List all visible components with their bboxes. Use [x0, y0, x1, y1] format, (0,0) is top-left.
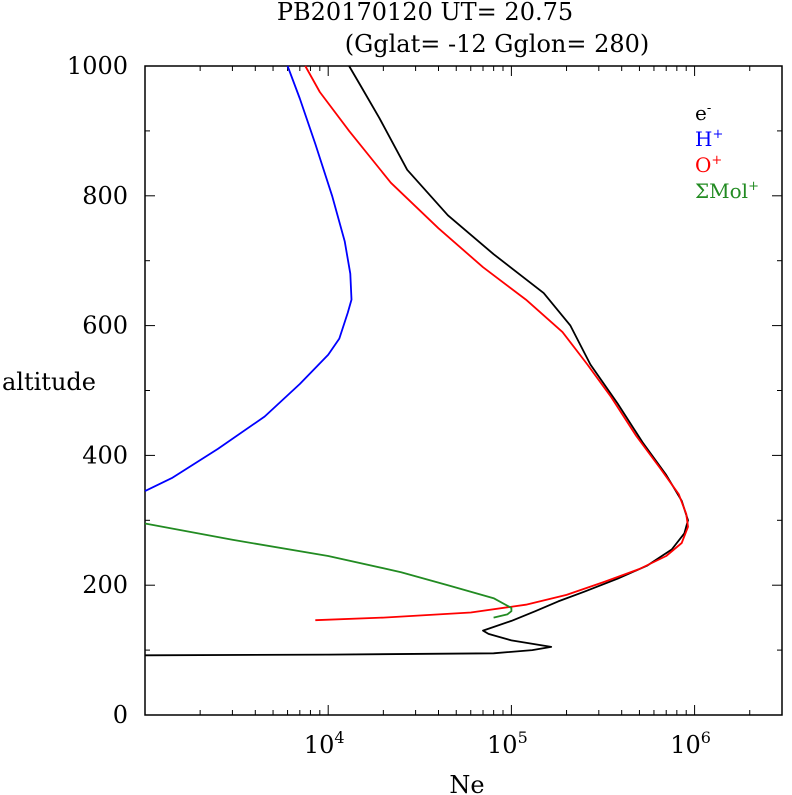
y-tick-label: 800: [82, 182, 128, 210]
y-tick-label: 200: [82, 571, 128, 599]
chart-title-line1: PB20170120 UT= 20.75: [277, 0, 573, 26]
legend-entry: ΣMol+: [695, 179, 759, 203]
x-tick-label: 104: [304, 728, 345, 759]
series-line: [304, 65, 689, 622]
y-tick-labels: 0 200 400 600 800 1000: [67, 52, 128, 729]
chart-title-line2: (Gglat= -12 Gglon= 280): [345, 30, 650, 58]
x-tick-label: 105: [487, 728, 528, 759]
x-tick-labels: 104 105 106: [304, 728, 711, 759]
y-tick-label: 400: [82, 441, 128, 469]
plot-frame: [144, 65, 783, 716]
legend-entry: H+: [695, 127, 723, 151]
legend-entry: e-: [695, 101, 711, 125]
y-axis-label: altitude: [2, 368, 96, 396]
y-tick-label: 600: [82, 312, 128, 340]
x-tick-label: 106: [670, 728, 711, 759]
series-line: [144, 65, 353, 492]
tick-marks: [144, 65, 783, 716]
x-axis-label: Ne: [449, 771, 484, 795]
series-line: [144, 522, 513, 619]
legend-entry: O+: [695, 153, 722, 177]
series-lines: [144, 65, 689, 657]
y-tick-label: 0: [113, 701, 128, 729]
series-line: [144, 65, 689, 657]
y-tick-label: 1000: [67, 52, 128, 80]
legend: e-H+O+ΣMol+: [695, 101, 759, 203]
